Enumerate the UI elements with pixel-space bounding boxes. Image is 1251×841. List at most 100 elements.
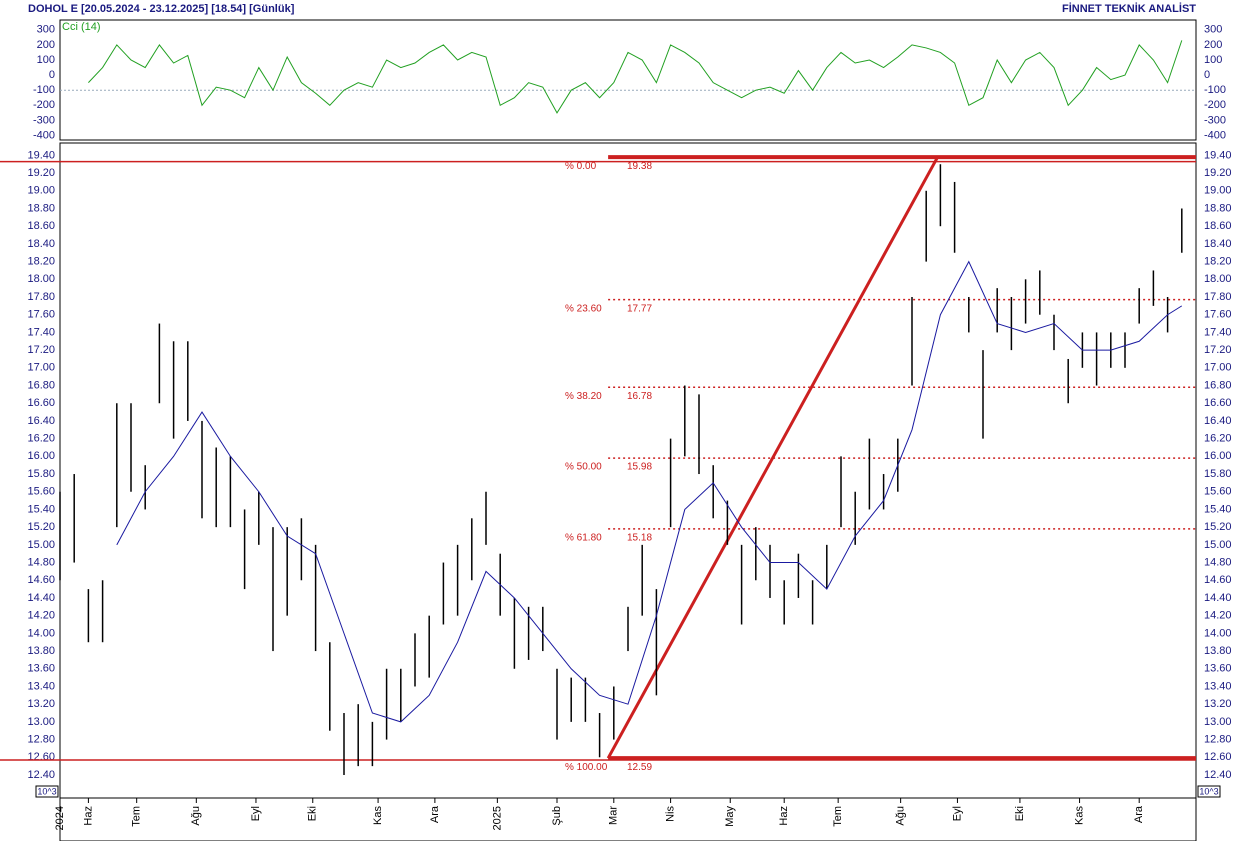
y-tick-label: 12.60 [1204,751,1232,763]
fib-label: % 100.00 [565,762,608,773]
y-tick-label: 13.00 [27,716,55,728]
fib-value: 17.77 [627,303,652,314]
y-tick-label: 12.40 [1204,769,1232,781]
fib-label: % 61.80 [565,533,602,544]
x-tick-label: Nis [665,806,677,822]
y-tick-label: 18.60 [27,220,55,232]
y-tick-label: 17.20 [27,344,55,356]
y-tick-label: 13.20 [1204,698,1232,710]
y-tick-label: 200 [37,39,55,51]
x-tick-label: Haz [778,806,790,826]
y-tick-label: 13.60 [1204,663,1232,675]
x-tick-label: Ağu [895,806,907,826]
fib-value: 15.18 [627,533,652,544]
y-tick-label: 17.80 [27,291,55,303]
y-tick-label: 17.40 [1204,326,1232,338]
y-tick-label: 17.80 [1204,291,1232,303]
y-tick-label: 200 [1204,39,1222,51]
y-tick-label: 17.60 [27,309,55,321]
y-tick-label: 15.60 [1204,486,1232,498]
y-tick-label: 15.40 [1204,503,1232,515]
fib-value: 16.78 [627,391,652,402]
y-tick-label: 19.00 [1204,185,1232,197]
y-tick-label: 15.00 [1204,539,1232,551]
x-tick-label: Kas [1073,806,1085,825]
y-tick-label: 14.60 [1204,574,1232,586]
y-tick-label: 18.80 [1204,202,1232,214]
y-tick-label: 13.80 [1204,645,1232,657]
y-tick-label: 16.80 [27,379,55,391]
y-tick-label: 100 [1204,54,1222,66]
fib-value: 15.98 [627,462,652,473]
y-tick-label: -200 [1204,99,1226,111]
y-tick-label: -300 [33,114,55,126]
y-tick-label: 14.80 [1204,556,1232,568]
y-tick-label: 300 [37,24,55,36]
y-tick-label: 13.20 [27,698,55,710]
y-tick-label: 19.20 [1204,167,1232,179]
x-tick-label: Şub [551,806,563,826]
y-tick-label: 0 [1204,69,1210,81]
y-tick-label: 15.40 [27,503,55,515]
x-tick-label: Ara [429,805,441,823]
y-tick-label: 18.20 [1204,256,1232,268]
y-tick-label: 14.20 [27,610,55,622]
y-tick-label: 12.60 [27,751,55,763]
x-tick-label: Haz [82,806,94,826]
y-tick-label: 15.60 [27,486,55,498]
y-tick-label: 13.00 [1204,716,1232,728]
cci-frame [59,19,1197,141]
x-tick-label: Tem [832,806,844,827]
y-tick-label: 13.60 [27,663,55,675]
y-tick-label: 16.40 [1204,415,1232,427]
x-tick-label: 2024 [54,806,66,830]
y-tick-label: 15.00 [27,539,55,551]
y-tick-label: 300 [1204,24,1222,36]
unit-box [35,785,59,798]
x-tick-label: Kas [372,806,384,825]
y-tick-label: 17.60 [1204,309,1232,321]
x-tick-label: 2025 [491,806,503,830]
y-tick-label: 12.80 [1204,733,1232,745]
y-tick-label: 15.20 [1204,521,1232,533]
y-tick-label: 17.40 [27,326,55,338]
y-tick-label: 16.60 [27,397,55,409]
y-tick-label: 14.60 [27,574,55,586]
y-tick-label: 18.40 [27,238,55,250]
fib-value: 12.59 [627,762,652,773]
cci-line [88,40,1183,114]
y-tick-label: 17.20 [1204,344,1232,356]
fib-label: % 50.00 [565,462,602,473]
y-tick-label: 15.20 [27,521,55,533]
y-tick-label: 19.00 [27,185,55,197]
y-tick-label: 16.80 [1204,379,1232,391]
x-tick-label: Ara [1133,805,1145,823]
cci-title: Cci (14) [62,21,101,33]
y-tick-label: 16.20 [1204,433,1232,445]
y-tick-label: -200 [33,99,55,111]
header-title: DOHOL E [20.05.2024 - 23.12.2025] [18.54… [28,3,295,15]
y-tick-label: 14.20 [1204,610,1232,622]
x-tick-label: Mar [608,806,620,825]
y-tick-label: 18.20 [27,256,55,268]
y-tick-label: 15.80 [1204,468,1232,480]
y-tick-label: 14.40 [1204,592,1232,604]
y-tick-label: -100 [1204,84,1226,96]
x-tick-label: May [724,806,736,827]
y-tick-label: 12.80 [27,733,55,745]
y-tick-label: 14.00 [27,627,55,639]
y-tick-label: 0 [49,69,55,81]
x-tick-label: Eki [307,806,319,821]
x-tick-label: Eyl [951,806,963,821]
y-tick-label: 100 [37,54,55,66]
y-tick-label: 13.40 [27,680,55,692]
fib-label: % 38.20 [565,391,602,402]
price-frame [59,142,1197,799]
y-tick-label: 18.00 [1204,273,1232,285]
x-tick-label: Ağu [190,806,202,826]
y-tick-label: -400 [1204,129,1226,141]
y-tick-label: 18.60 [1204,220,1232,232]
fib-value: 19.38 [627,161,652,172]
y-tick-label: -100 [33,84,55,96]
x-tick-label: Tem [131,806,143,827]
